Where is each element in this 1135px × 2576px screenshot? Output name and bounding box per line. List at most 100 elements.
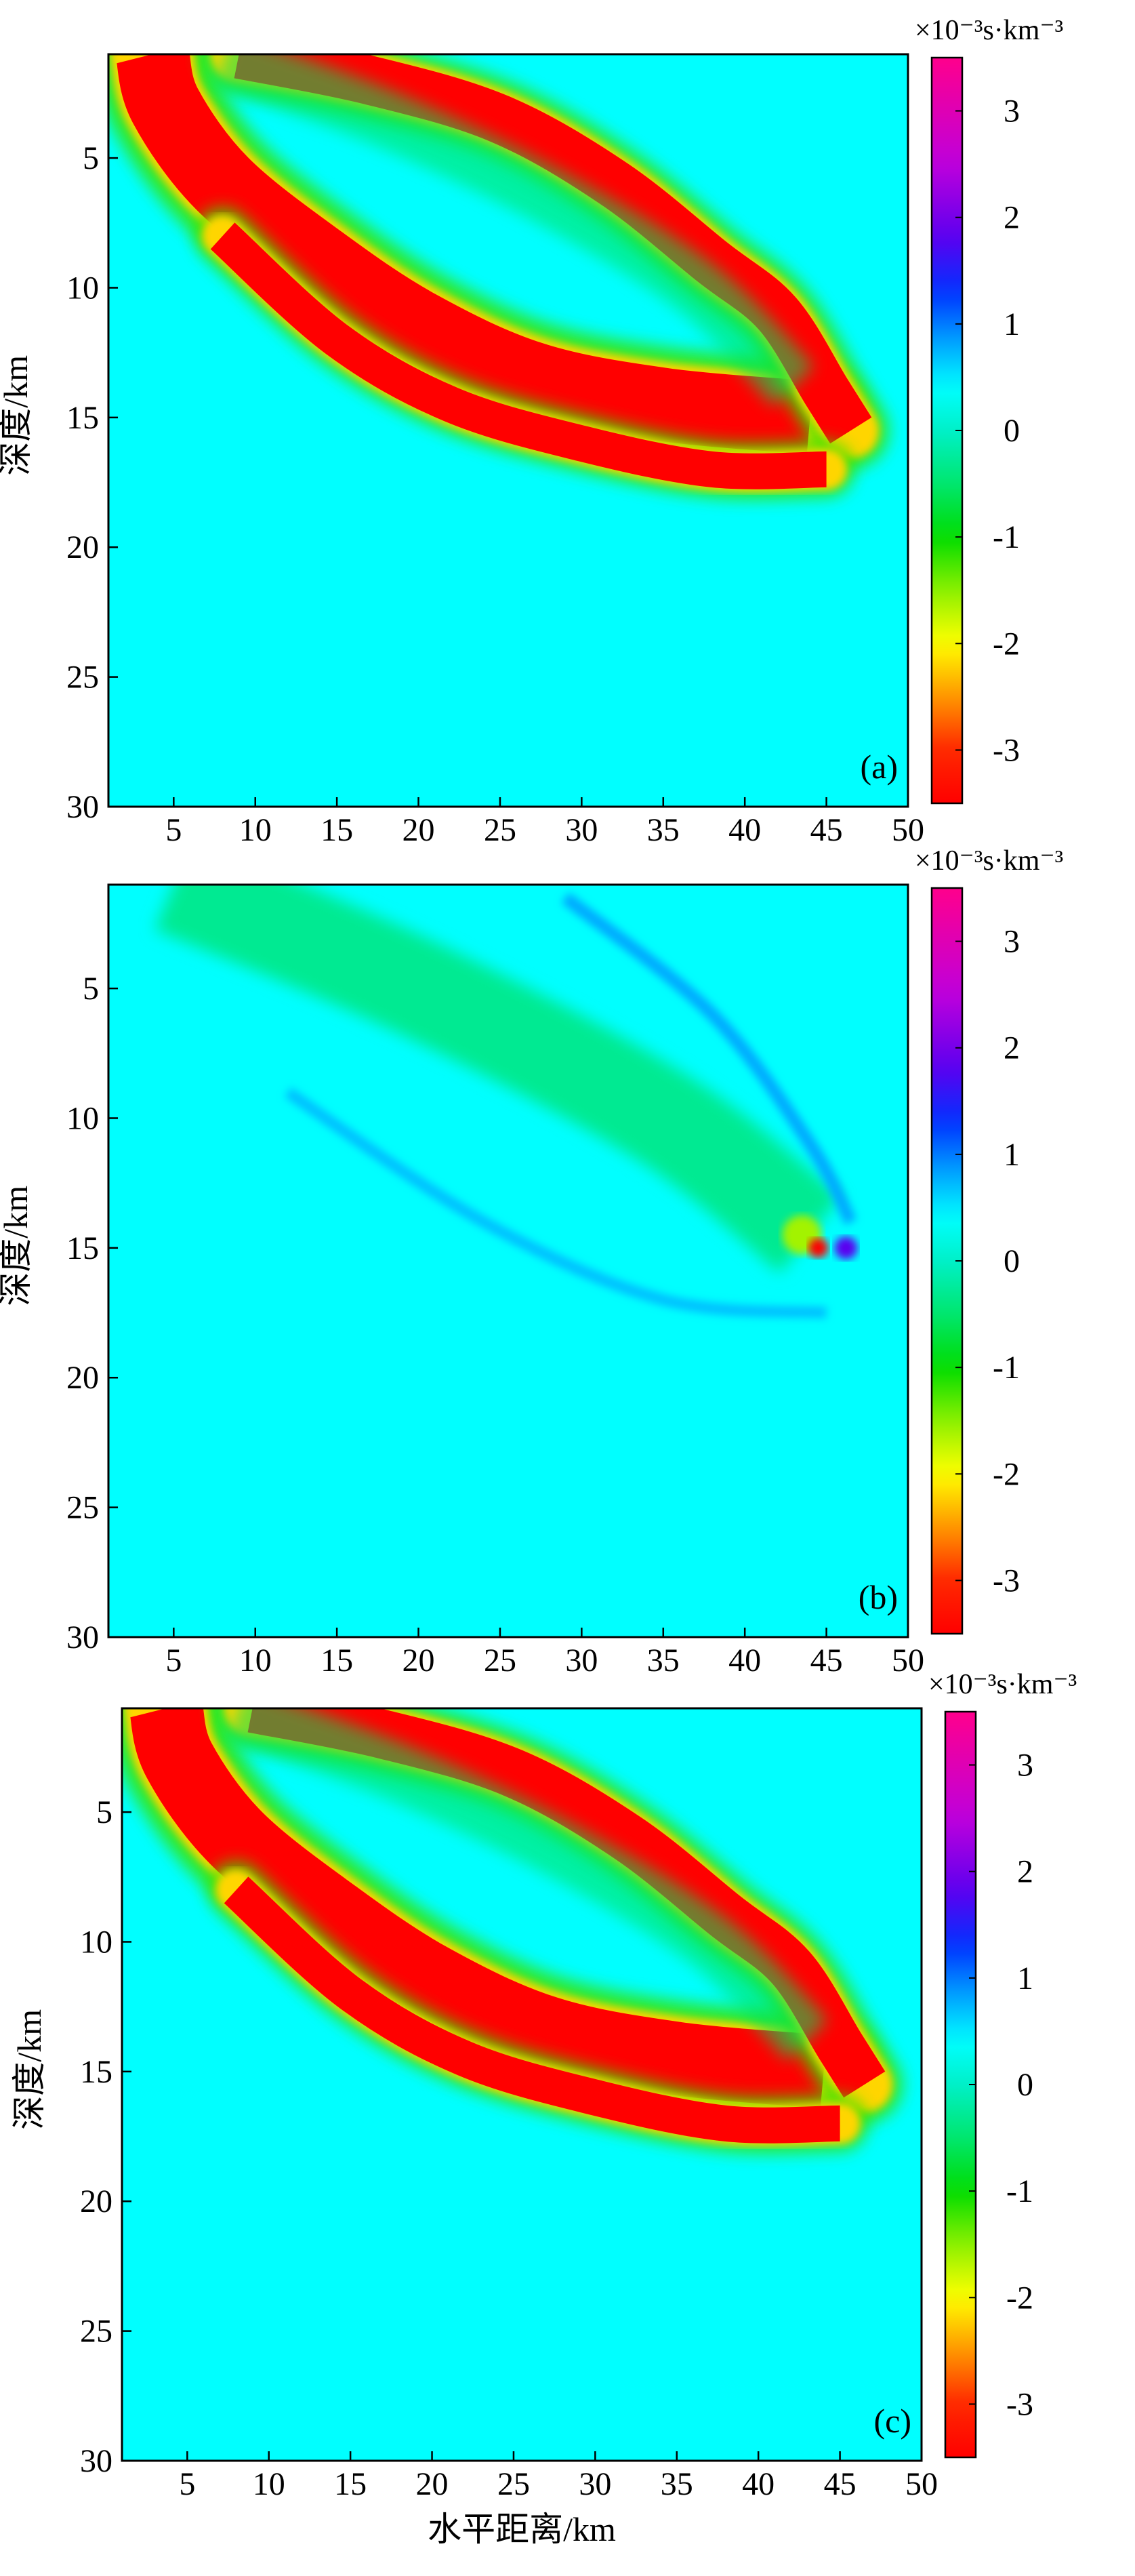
y-tick-label: 25 [66,1490,99,1526]
plot-frame [107,883,909,1638]
y-tick-label: 10 [66,270,99,306]
colorbar-tick-label: 1 [1004,306,1020,342]
heatmap-field [108,885,908,1637]
y-axis-title: 深度/km [0,1186,35,1306]
colorbar-unit: ×10⁻³s·km⁻³ [928,1669,1077,1700]
colorbar-unit: ×10⁻³s·km⁻³ [915,15,1063,46]
x-tick-label: 10 [239,1643,272,1678]
x-tick-label: 40 [728,1643,761,1678]
panel-label: (b) [859,1578,898,1616]
x-tick-label: 30 [579,2466,611,2502]
heatmap-feature-0 [116,54,814,454]
y-axis-title: 深度/km [0,355,35,476]
colorbar-tick-label: 0 [1017,2067,1033,2103]
colorbar-tick-label: 3 [1017,1748,1033,1784]
panel-label: (c) [874,2402,912,2440]
heatmap-feature-2 [210,222,827,489]
x-tick-label: 50 [892,1643,924,1678]
x-tick-label: 20 [403,812,435,848]
y-tick-label: 20 [66,529,99,565]
x-tick-label: 10 [253,2466,285,2502]
x-tick-label: 20 [403,1643,435,1678]
y-tick-label: 5 [96,1794,112,1830]
x-tick-label: 45 [810,1643,843,1678]
colorbar-tick-label: 3 [1004,94,1020,129]
colorbar-tick-label: 2 [1017,1854,1033,1890]
heatmap-lens-interior [213,54,814,407]
heatmap-feature-5 [285,1087,827,1319]
heatmap-field [122,1708,922,2461]
y-axis-title: 深度/km [10,2009,48,2130]
x-tick-label: 5 [165,1643,182,1678]
colorbar-tick-label: 0 [1004,413,1020,449]
colorbar-tick-label: 2 [1004,200,1020,236]
y-tick-label: 10 [66,1100,99,1136]
heatmap-lens-interior [226,1708,828,2061]
x-tick-label: 40 [742,2466,775,2502]
colorbar-tick-label: -2 [1006,2280,1033,2316]
y-tick-label: 25 [80,2314,112,2350]
y-tick-label: 15 [80,2054,112,2090]
heatmap-feature-1 [247,1708,886,2098]
colorbar-tick-label: -1 [993,1350,1020,1386]
x-tick-label: 45 [810,812,843,848]
x-tick-label: 30 [565,1643,598,1678]
x-tick-label: 25 [484,1643,516,1678]
x-tick-label: 20 [416,2466,449,2502]
y-tick-label: 10 [80,1924,112,1960]
x-axis-title: 水平距离/km [428,2510,616,2548]
x-tick-label: 25 [484,812,516,848]
heatmap-blob-2 [808,1238,828,1258]
x-tick-label: 25 [497,2466,530,2502]
y-tick-label: 15 [66,1230,99,1266]
heatmap-feature-4 [561,892,857,1226]
x-tick-label: 35 [661,2466,693,2502]
plot-frame [107,53,909,808]
colorbar-tick-label: 3 [1004,924,1020,960]
heatmap-feature-2 [224,1876,840,2144]
colorbar-unit: ×10⁻³s·km⁻³ [915,845,1063,877]
x-tick-label: 35 [647,812,680,848]
y-tick-label: 30 [66,789,99,825]
x-tick-label: 5 [165,812,182,848]
heatmap-field [108,54,908,807]
x-tick-label: 15 [321,812,353,848]
colorbar-tick-label: -3 [993,1563,1020,1598]
colorbar-tick-label: -3 [993,732,1020,768]
plot-frame [121,1707,923,2462]
y-tick-label: 25 [66,660,99,696]
x-tick-label: 5 [179,2466,195,2502]
x-tick-label: 50 [892,812,924,848]
y-tick-label: 5 [83,971,99,1007]
x-tick-label: 15 [334,2466,367,2502]
y-tick-label: 20 [66,1360,99,1396]
y-tick-label: 5 [83,140,99,176]
x-tick-label: 30 [565,812,598,848]
colorbar-tick-label: 1 [1017,1960,1033,1996]
colorbar-tick-label: 0 [1004,1243,1020,1279]
colorbar-tick-label: -1 [1006,2173,1033,2209]
panel-2: 5 10 15 20 25 30 35 40 45 5051015202530深度/km水平距离/… [10,1669,1077,2548]
colorbar-tick-label: -2 [993,626,1020,662]
y-tick-label: 20 [80,2183,112,2219]
x-tick-label: 10 [239,812,272,848]
heatmap-feature-1 [234,54,872,444]
heatmap-blob-3 [834,1236,858,1260]
colorbar-tick-label: 2 [1004,1030,1020,1066]
panel-0: 5 10 15 20 25 30 35 40 45 5051015202530深度/km(a)32… [0,15,1063,848]
colorbar-tick-label: 1 [1004,1137,1020,1173]
heatmap-feature-0 [129,1708,827,2108]
heatmap-feature-0 [154,885,842,1274]
x-tick-label: 35 [647,1643,680,1678]
y-tick-label: 15 [66,400,99,436]
x-tick-label: 15 [321,1643,353,1678]
x-tick-label: 45 [824,2466,857,2502]
x-tick-label: 50 [905,2466,938,2502]
colorbar-tick-label: -3 [1006,2386,1033,2422]
x-tick-label: 40 [728,812,761,848]
colorbar-tick-label: -1 [993,519,1020,555]
colorbar-tick-label: -2 [993,1456,1020,1492]
panel-label: (a) [861,748,899,786]
panel-1: 5 10 15 20 25 30 35 40 45 5051015202530深度/km(b)32… [0,845,1063,1678]
